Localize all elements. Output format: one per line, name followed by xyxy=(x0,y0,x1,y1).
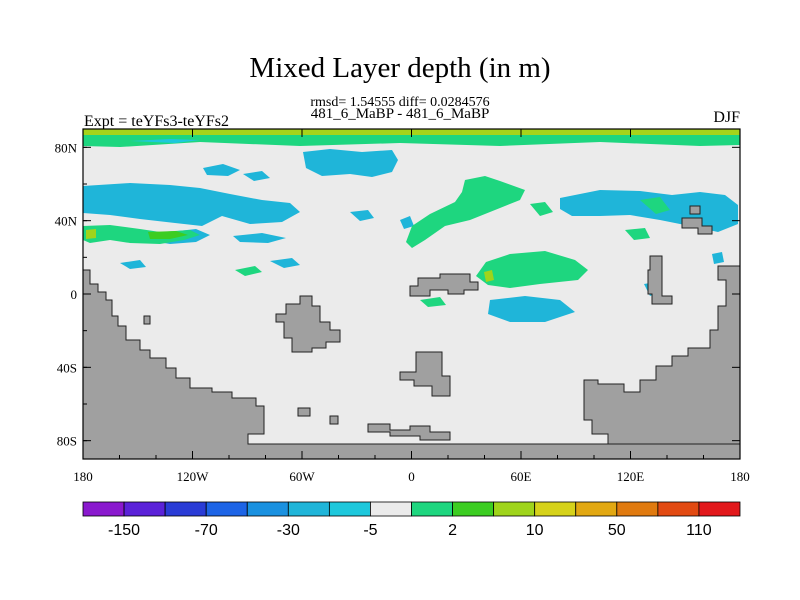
colorbar-box xyxy=(657,501,700,517)
colorbar-box xyxy=(534,501,577,517)
colorbar-box xyxy=(287,501,330,517)
colorbar-label: -30 xyxy=(277,522,300,539)
contour-region-tropical-yellow xyxy=(484,270,494,282)
colorbar-box xyxy=(452,501,495,517)
contour-region-npacific-blue xyxy=(303,149,398,177)
colorbar-box xyxy=(123,501,166,517)
colorbar: -150 -70 -30 -5 2 10 50 110 xyxy=(82,501,741,539)
colorbar-box xyxy=(493,501,536,517)
colorbar-label: -150 xyxy=(108,522,140,539)
contour-region-natlantic-green xyxy=(83,225,200,244)
colorbar-label: 10 xyxy=(526,522,544,539)
contour-region-green-small-2 xyxy=(235,266,262,276)
land-equatorial-island xyxy=(409,273,479,297)
x-tick-label: 0 xyxy=(408,469,415,484)
contour-region-green-small-3 xyxy=(640,197,670,214)
x-tick-label: 120E xyxy=(617,469,645,484)
land-layer xyxy=(82,205,741,460)
land-islet-1 xyxy=(297,407,311,417)
contour-region-arctic-blue xyxy=(130,139,200,143)
contour-region-blue-small-3 xyxy=(233,233,286,243)
chart-title: Mixed Layer depth (in m) xyxy=(249,52,551,84)
stats-line: rmsd= 1.54555 diff= 0.0284576 xyxy=(310,95,490,110)
y-tick-label: 40N xyxy=(55,214,78,229)
colorbar-box xyxy=(205,501,248,517)
map-plot xyxy=(82,128,741,460)
colorbar-box xyxy=(616,501,659,517)
contour-region-pacific-green-arc xyxy=(406,176,525,248)
land-islet-3 xyxy=(143,315,151,325)
y-tick-label: 0 xyxy=(71,287,78,302)
colorbar-box xyxy=(698,501,741,517)
contour-region-green-small-1 xyxy=(530,202,553,216)
land-eastern-continent xyxy=(583,265,741,445)
colorbar-label: -70 xyxy=(195,522,218,539)
contour-region-tropical-blue xyxy=(488,296,575,322)
contour-region-blue-small-5 xyxy=(350,210,374,221)
land-eastern-island-strip xyxy=(647,255,673,305)
land-southern-island xyxy=(399,351,451,397)
contour-region-midlat-blue-west xyxy=(83,183,300,226)
experiment-label: Expt = teYFs3-teYFs2 xyxy=(84,113,230,130)
contour-region-blue-small-2 xyxy=(243,171,270,181)
land-western-continent xyxy=(82,269,741,460)
x-tick-label: 180 xyxy=(730,469,750,484)
colorbar-box xyxy=(370,501,412,517)
colorbar-box xyxy=(246,501,289,517)
y-tick-label: 80N xyxy=(55,140,78,155)
land-north-island-1 xyxy=(681,217,713,235)
x-tick-label: 180 xyxy=(73,469,93,484)
contour-region-arctic-green xyxy=(83,135,740,147)
contour-region-green-small-4 xyxy=(625,228,650,240)
land-antarctic-fragment xyxy=(367,423,451,441)
land-north-island-2 xyxy=(689,205,701,215)
x-tick-label: 60W xyxy=(289,469,315,484)
contour-region-natlantic-darkgreen xyxy=(148,231,188,239)
contour-region-natlantic-yellow xyxy=(86,229,96,239)
land-islet-2 xyxy=(329,415,339,425)
contour-region-blue-small-7 xyxy=(120,260,146,269)
colorbar-box xyxy=(575,501,618,517)
season-label: DJF xyxy=(713,109,740,126)
x-tick-label: 120W xyxy=(177,469,210,484)
land-central-island xyxy=(275,295,341,353)
x-tick-label: 60E xyxy=(511,469,532,484)
contour-region-blue-small-8 xyxy=(400,216,414,229)
colorbar-box xyxy=(411,501,453,517)
colorbar-label: 50 xyxy=(608,522,626,539)
contour-region-blue-small-6 xyxy=(270,258,300,268)
contour-region-blue-small-1 xyxy=(203,164,240,176)
colorbar-box xyxy=(164,501,207,517)
y-tick-label: 40S xyxy=(57,360,77,375)
contour-region-tropical-green xyxy=(476,251,588,288)
colorbar-label: -5 xyxy=(363,522,377,539)
y-tick-label: 80S xyxy=(57,434,77,449)
axes: 180 120W 60W 0 60E 120E 180 80N 40N 0 40S 80S xyxy=(55,129,750,484)
contour-region-blue-small-10 xyxy=(712,252,724,264)
run-subtitle: 481_6_MaBP - 481_6_MaBP xyxy=(310,106,490,122)
colorbar-label: 2 xyxy=(448,522,457,539)
colorbar-box xyxy=(82,501,125,517)
contour-region-green-small-5 xyxy=(420,297,446,307)
colorbar-box xyxy=(328,501,371,517)
colorbar-label: 110 xyxy=(686,522,712,539)
